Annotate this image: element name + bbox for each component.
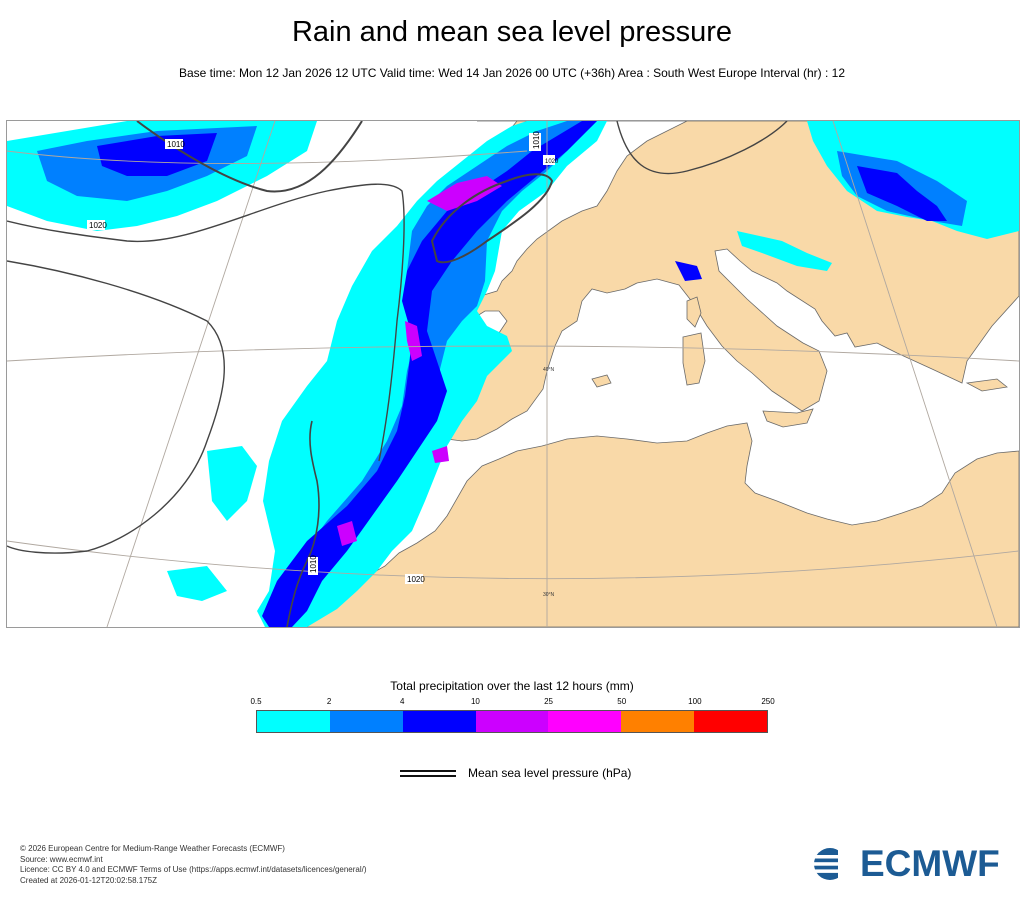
isobar-1010-cyclone	[430, 173, 554, 264]
precip-purple-core1	[427, 176, 502, 211]
ecmwf-logo-icon	[814, 846, 856, 882]
mslp-legend-label: Mean sea level pressure (hPa)	[468, 766, 632, 780]
page-subtitle: Base time: Mon 12 Jan 2026 12 UTC Valid …	[178, 66, 845, 80]
footer-line: © 2026 European Centre for Medium-Range …	[20, 844, 285, 853]
precip-tick: 50	[617, 697, 627, 706]
mslp-legend-line	[400, 770, 456, 772]
land-corsica	[686, 296, 702, 328]
footer-line: Source: www.ecmwf.int	[20, 854, 103, 864]
isobar-label: 1020	[89, 221, 107, 230]
precip-legend-title: Total precipitation over the last 12 hou…	[390, 679, 634, 693]
precip-purple-core4	[432, 446, 449, 463]
isobar-label: 1020	[545, 159, 559, 165]
precip-darkblue-italy	[675, 261, 702, 281]
lat-label: 30°N	[543, 592, 555, 598]
precip-tick: 25	[544, 697, 554, 706]
precip-purple-core3	[337, 521, 357, 546]
precip-darkblue-band	[262, 121, 597, 627]
ecmwf-logo-text: ECMWF	[860, 843, 1000, 884]
land-sardinia	[682, 332, 706, 386]
precip-darkblue-balkan	[857, 166, 947, 221]
precip-cyan-adriatic	[737, 231, 832, 271]
page-title: Rain and mean sea level pressure	[291, 16, 733, 48]
precip-tick: 2	[326, 697, 332, 706]
precipitation-layer	[7, 121, 1019, 627]
land-crete	[965, 378, 1008, 392]
precip-color-segment	[475, 711, 549, 732]
precip-cyan-scatter2	[167, 566, 227, 601]
lat-label: 40°N	[543, 367, 555, 373]
land-balearic	[591, 374, 612, 388]
isobar-label: 1010	[309, 555, 318, 573]
isobar-label: 1010	[167, 140, 185, 149]
precip-tick: 0.5	[250, 697, 262, 706]
precip-color-scale	[256, 710, 768, 733]
precip-tick: 250	[761, 697, 775, 706]
precip-tick: 10	[470, 697, 480, 706]
isobar-1020-atlantic	[7, 260, 226, 554]
map-canvas: 1010 1020 1010 1020 1010 1020 40°N 30°N	[7, 121, 1019, 627]
precip-tick: 100	[688, 697, 702, 706]
precip-darkblue-west	[97, 133, 217, 176]
isobar-label: 1010	[532, 131, 541, 149]
land-africa	[264, 422, 1019, 627]
graticule-layer	[7, 121, 1019, 627]
precip-purple-core2	[405, 321, 422, 361]
precip-tick: 4	[400, 697, 405, 706]
isobar-label: 1020	[407, 575, 425, 584]
precip-legend-ticks: 0.5 2 4 10 25 50 100 250	[250, 697, 774, 709]
precip-color-segment	[548, 711, 622, 732]
graticule-label-group: 40°N 30°N	[543, 367, 555, 598]
precip-color-segment	[694, 711, 768, 732]
precip-color-segment	[402, 711, 476, 732]
precip-cyan-scatter1	[207, 446, 257, 521]
weather-map: 1010 1020 1010 1020 1010 1020 40°N 30°N	[6, 120, 1020, 628]
footer-line: Created at 2026-01-12T20:02:58.175Z	[20, 875, 157, 885]
land-sicily	[762, 408, 814, 428]
precip-color-segment	[621, 711, 695, 732]
footer-credits: © 2026 European Centre for Medium-Range …	[20, 844, 367, 886]
ecmwf-logo: ECMWF	[812, 843, 1008, 884]
isobar-east	[616, 121, 788, 175]
precip-color-segment	[329, 711, 403, 732]
precip-color-segment	[257, 711, 330, 732]
isobar-label-group: 1010 1020 1010 1020 1010 1020	[87, 131, 559, 584]
mslp-legend-line	[400, 775, 456, 777]
isobar-1010-south	[286, 420, 320, 627]
footer-line: Licence: CC BY 4.0 and ECMWF Terms of Us…	[20, 865, 367, 874]
isobar-1020-west	[7, 183, 405, 462]
